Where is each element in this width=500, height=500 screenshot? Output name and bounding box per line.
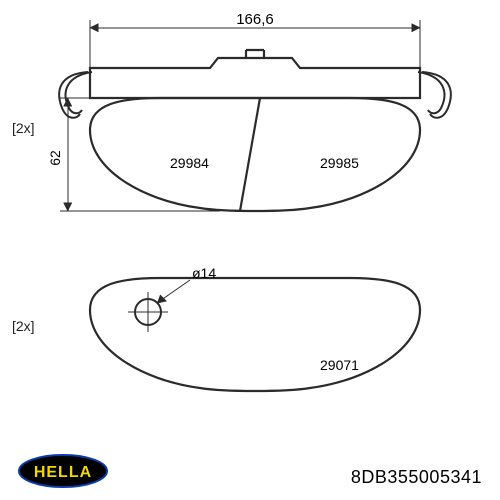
top-pad-outline xyxy=(90,98,420,211)
diagram-container: 166,6 62 29984 29985 ø14 xyxy=(0,0,500,500)
dim-height-value: 62 xyxy=(47,150,63,166)
top-clips xyxy=(59,72,451,118)
dim-width-value: 166,6 xyxy=(236,11,274,28)
bottom-pad-outline xyxy=(90,278,420,391)
top-pad-code-right: 29985 xyxy=(320,155,359,171)
hella-logo: HELLA xyxy=(18,454,108,488)
top-qty-label: [2x] xyxy=(12,120,35,136)
brake-pad-schematic: 166,6 62 29984 29985 ø14 xyxy=(0,0,500,500)
top-pad-code-left: 29984 xyxy=(170,155,209,171)
dim-hole-dia-value: ø14 xyxy=(192,265,216,281)
bottom-qty-label: [2x] xyxy=(12,318,35,334)
dim-hole-dia xyxy=(157,280,190,303)
part-number: 8DB355005341 xyxy=(351,467,482,488)
top-backplate xyxy=(90,50,420,98)
brand-text: HELLA xyxy=(34,464,92,481)
bottom-pad-code: 29071 xyxy=(320,357,359,373)
